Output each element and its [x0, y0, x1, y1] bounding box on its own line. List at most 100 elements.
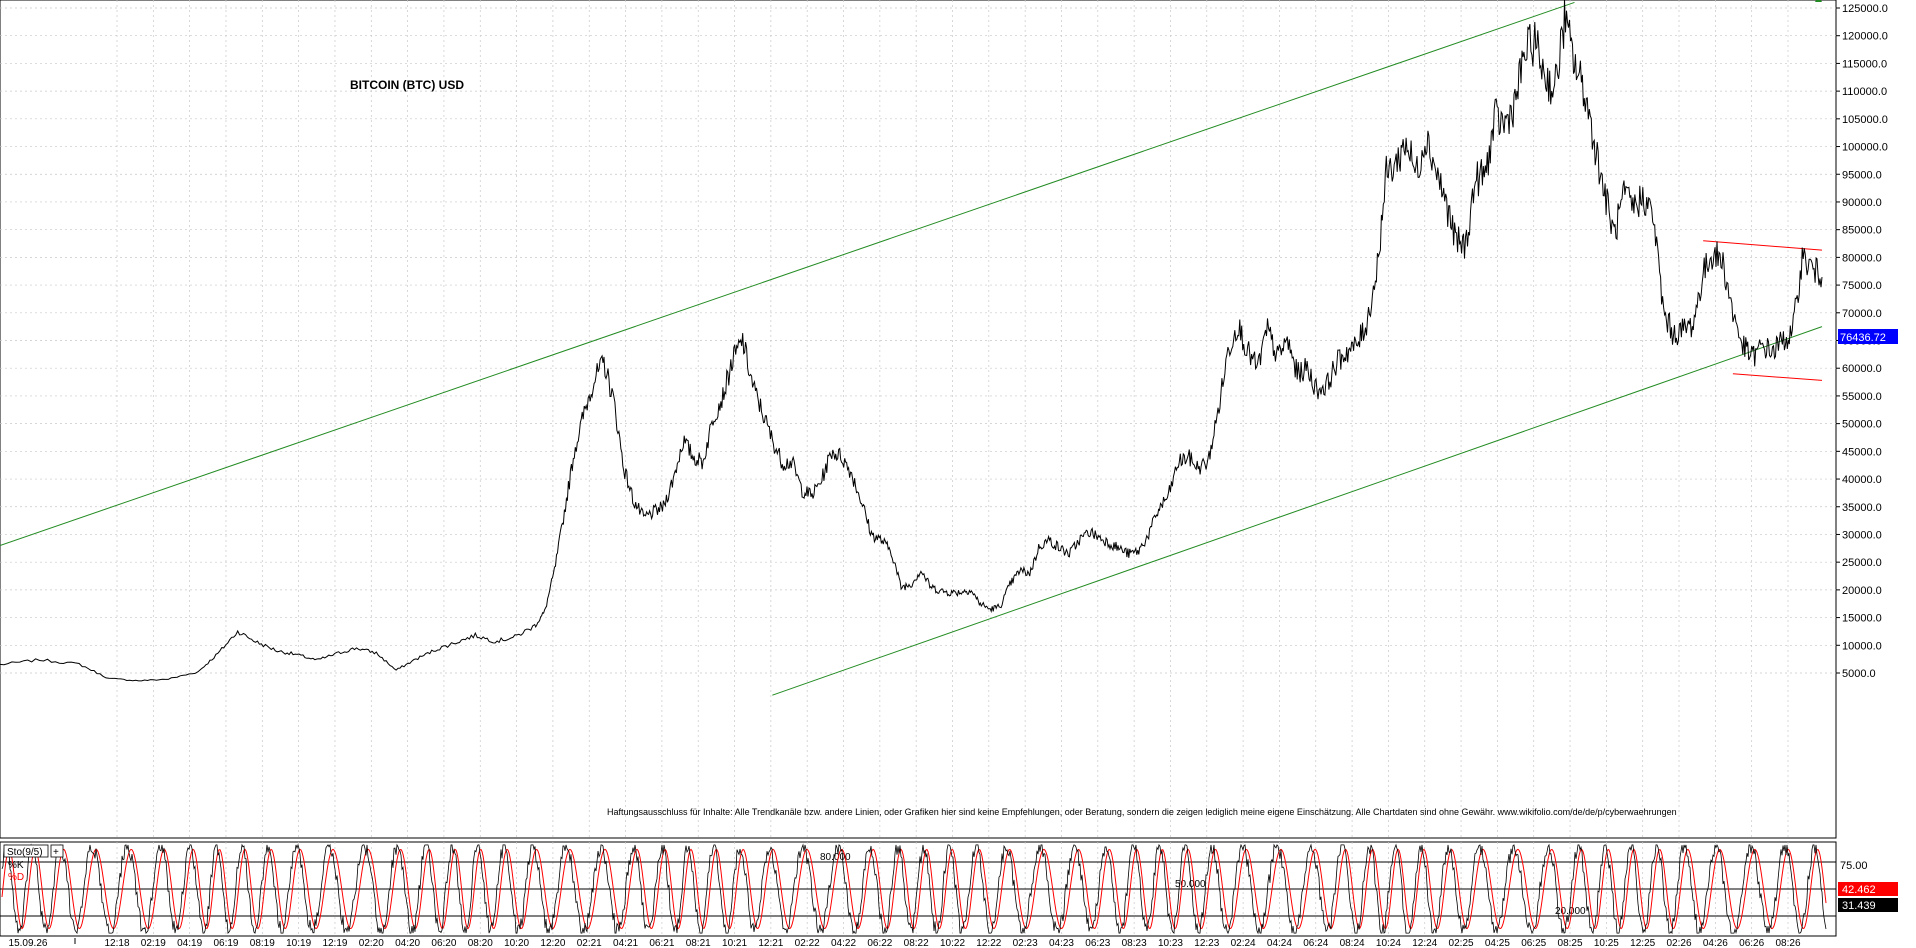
upper-channel-line	[0, 1, 1575, 547]
time-tick-label: 12:23	[1194, 938, 1219, 948]
price-tick-label: 50000.0	[1842, 419, 1882, 431]
time-tick-label: 08:19	[250, 938, 275, 948]
time-tick-label: 10:25	[1594, 938, 1619, 948]
stochastic-d-legend: %D	[8, 872, 24, 883]
time-tick-label: 04:23	[1049, 938, 1074, 948]
time-tick-label: 06:21	[649, 938, 674, 948]
time-tick-label: 08:26	[1775, 938, 1800, 948]
stochastic-legend[interactable]: Sto(9/5) + %K %D	[3, 844, 64, 883]
last-price-label: 76436.72	[1838, 329, 1898, 344]
price-tick-label: 125000.0	[1842, 3, 1888, 15]
lower-channel-line	[772, 326, 1823, 696]
time-tick-label: 04:20	[395, 938, 420, 948]
stochastic-tick-75: 75.00	[1840, 860, 1868, 872]
price-tick-label: 60000.0	[1842, 363, 1882, 375]
time-tick-label: 10:20	[504, 938, 529, 948]
time-tick-label: 06:20	[431, 938, 456, 948]
time-tick-label: 02:22	[795, 938, 820, 948]
price-tick-label: 80000.0	[1842, 252, 1882, 264]
time-tick-label: 12:24	[1412, 938, 1437, 948]
time-tick-label: 06:23	[1085, 938, 1110, 948]
price-axis: 125000.0 120000.0 115000.0 110000.0 105000.0…	[1836, 3, 1888, 680]
time-tick-label: 02:19	[141, 938, 166, 948]
stochastic-k-value-label: 31.439	[1838, 898, 1898, 912]
range-support-line	[1732, 373, 1823, 381]
stochastic-level-label: 80.000	[820, 852, 851, 863]
stochastic-k-line	[1, 843, 1827, 935]
time-tick-label: 04:26	[1703, 938, 1728, 948]
price-tick-label: 40000.0	[1842, 474, 1882, 486]
time-tick-label: 04:21	[613, 938, 638, 948]
time-tick-label: 12:22	[976, 938, 1001, 948]
time-tick-label: 12:25	[1630, 938, 1655, 948]
price-tick-label: 70000.0	[1842, 308, 1882, 320]
time-tick-label: 08:20	[468, 938, 493, 948]
stochastic-k-legend: %K	[8, 860, 24, 871]
stochastic-level-label: 20.000	[1555, 906, 1586, 917]
up-arrow-icon	[1815, 0, 1822, 2]
add-indicator-button[interactable]	[50, 844, 64, 858]
price-panel: 125000.0 120000.0 115000.0 110000.0 105000.0…	[0, 0, 1898, 839]
price-tick-label: 45000.0	[1842, 446, 1882, 458]
time-tick-label: 12:18	[104, 938, 129, 948]
time-tick-label: 06:26	[1739, 938, 1764, 948]
time-tick-label: 10:19	[286, 938, 311, 948]
plus-icon: +	[53, 847, 59, 858]
time-tick-label: 12:21	[758, 938, 783, 948]
time-tick-label: 10:23	[1158, 938, 1183, 948]
time-tick-label: 06:24	[1303, 938, 1328, 948]
price-tick-label: 75000.0	[1842, 280, 1882, 292]
time-tick-label: 06:22	[867, 938, 892, 948]
time-tick-label: 08:25	[1558, 938, 1583, 948]
time-tick-label: 02:24	[1231, 938, 1256, 948]
time-tick-label: 02:20	[359, 938, 384, 948]
disclaimer-text: Haftungsausschluss für Inhalte: Alle Tre…	[607, 807, 1677, 817]
price-series	[0, 0, 1823, 682]
time-tick-label: 04:19	[177, 938, 202, 948]
time-tick-label: 04:25	[1485, 938, 1510, 948]
last-price-value: 76436.72	[1840, 332, 1886, 344]
stochastic-indicator-name: Sto(9/5)	[7, 847, 43, 858]
time-tick-label: 08:21	[686, 938, 711, 948]
svg-text:42.462: 42.462	[1842, 884, 1876, 896]
time-tick-label: 10:24	[1376, 938, 1401, 948]
time-tick-label: 15.09.26	[9, 938, 48, 948]
time-tick-label: 02:25	[1449, 938, 1474, 948]
time-tick-label: 08:23	[1122, 938, 1147, 948]
time-tick-label: 02:21	[577, 938, 602, 948]
price-tick-label: 10000.0	[1842, 640, 1882, 652]
price-tick-label: 25000.0	[1842, 557, 1882, 569]
time-tick-label: 08:22	[904, 938, 929, 948]
time-tick-label: 02:26	[1667, 938, 1692, 948]
svg-text:31.439: 31.439	[1842, 900, 1876, 912]
price-tick-label: 115000.0	[1842, 58, 1887, 70]
time-tick-label: 12:20	[540, 938, 565, 948]
price-tick-label: 30000.0	[1842, 529, 1882, 541]
price-tick-label: 95000.0	[1842, 169, 1882, 181]
chart-title: BITCOIN (BTC) USD	[350, 78, 464, 92]
price-tick-label: 20000.0	[1842, 585, 1882, 597]
price-tick-label: 85000.0	[1842, 225, 1882, 237]
stochastic-d-line	[1, 848, 1827, 930]
price-tick-label: 110000.0	[1842, 86, 1887, 98]
time-tick-label: 02:23	[1013, 938, 1038, 948]
price-tick-label: 15000.0	[1842, 613, 1882, 625]
stochastic-d-value-label: 42.462	[1838, 882, 1898, 896]
time-tick-label: 06:25	[1521, 938, 1546, 948]
time-tick-label: 10:21	[722, 938, 747, 948]
price-tick-label: 5000.0	[1842, 668, 1876, 680]
time-axis: 15.09.26 12:18 02:19 04:19 06:19 08:19 10:19 12…	[9, 938, 1801, 948]
price-tick-label: 100000.0	[1842, 142, 1888, 154]
price-tick-label: 105000.0	[1842, 114, 1888, 126]
time-tick-label: 10:22	[940, 938, 965, 948]
price-tick-label: 55000.0	[1842, 391, 1882, 403]
time-tick-label: 06:19	[213, 938, 238, 948]
price-line	[0, 0, 1823, 682]
time-tick-label: 12:19	[322, 938, 347, 948]
stochastic-series	[1, 843, 1827, 935]
price-tick-label: 35000.0	[1842, 502, 1882, 514]
price-grid-horizontal	[0, 7, 1836, 674]
time-tick-label: 08:24	[1340, 938, 1365, 948]
